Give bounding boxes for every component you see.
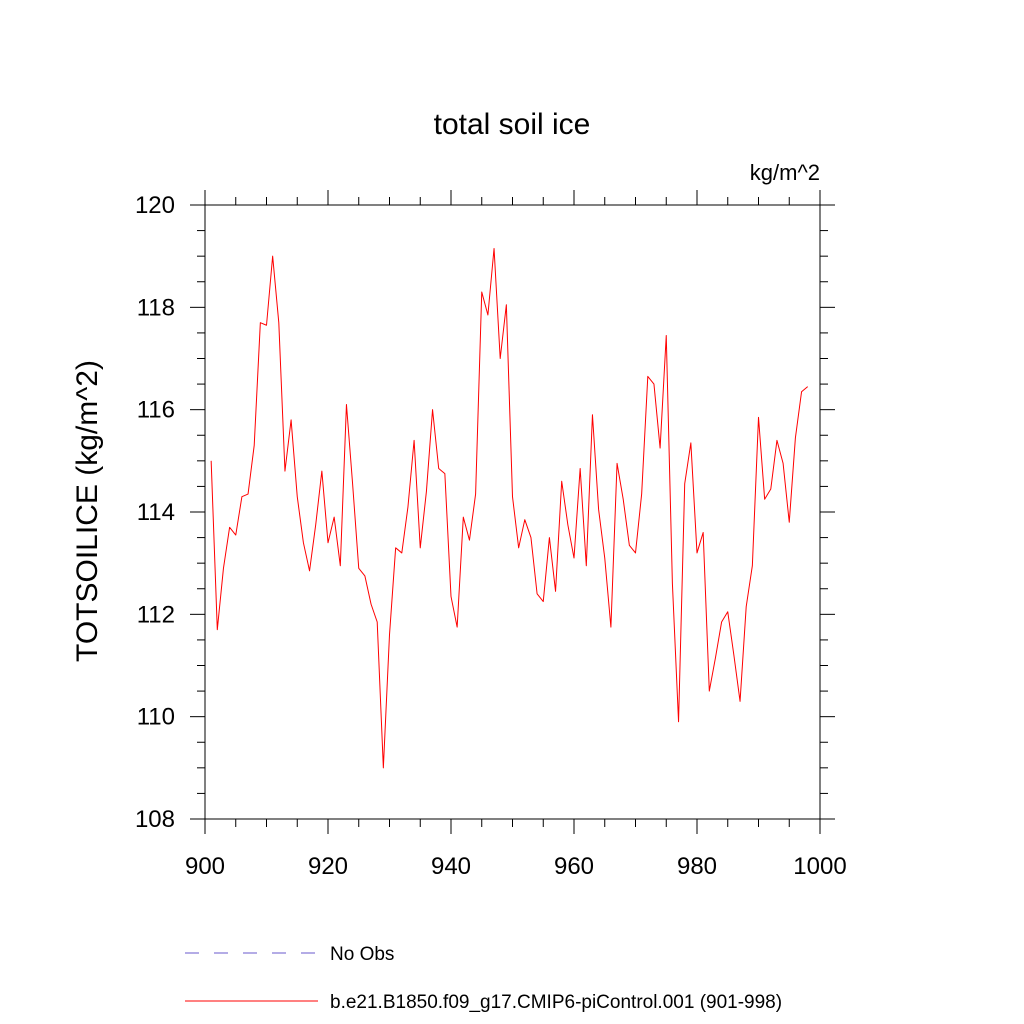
y-axis-label: TOTSOILICE (kg/m^2) bbox=[71, 360, 104, 662]
axis-ticks bbox=[190, 190, 835, 834]
units-label: kg/m^2 bbox=[750, 160, 820, 185]
x-tick-label: 980 bbox=[677, 853, 717, 880]
x-tick-label: 1000 bbox=[793, 853, 846, 880]
y-tick-label: 114 bbox=[137, 499, 175, 526]
y-tick-label: 120 bbox=[135, 192, 175, 219]
series-line-0 bbox=[210, 247, 809, 769]
y-tick-label: 112 bbox=[137, 601, 175, 628]
y-tick-label: 116 bbox=[137, 397, 175, 424]
x-tick-label: 940 bbox=[431, 853, 471, 880]
y-tick-label: 108 bbox=[135, 806, 175, 833]
x-tick-label: 900 bbox=[185, 853, 225, 880]
legend-label-series: b.e21.B1850.f09_g17.CMIP6-piControl.001 … bbox=[330, 992, 782, 1013]
x-tick-label: 960 bbox=[554, 853, 594, 880]
legend: No Obs b.e21.B1850.f09_g17.CMIP6-piContr… bbox=[185, 944, 782, 1013]
chart-title: total soil ice bbox=[434, 108, 591, 141]
plot-frame bbox=[204, 204, 821, 820]
axis-tick-labels: 900 920 940 960 980 1000 108 110 112 114 116 118 120 bbox=[135, 192, 847, 880]
y-tick-label: 110 bbox=[137, 704, 175, 731]
legend-label-no-obs: No Obs bbox=[330, 944, 394, 965]
x-tick-label: 920 bbox=[308, 853, 348, 880]
series-layer bbox=[210, 247, 809, 769]
y-tick-label: 118 bbox=[137, 294, 175, 321]
